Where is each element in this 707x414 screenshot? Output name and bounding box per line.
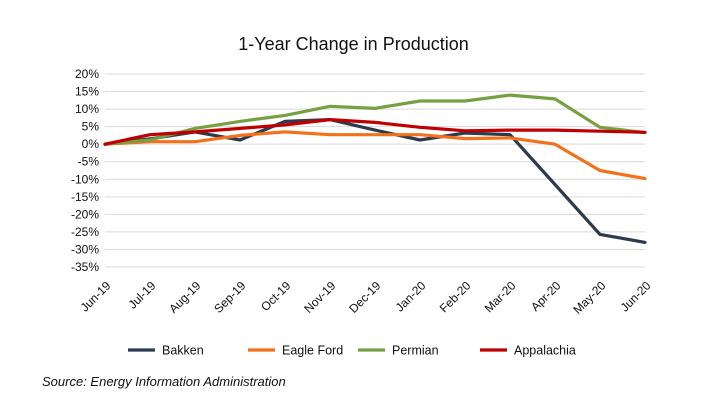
legend-label: Eagle Ford	[282, 344, 343, 358]
legend-label: Permian	[392, 344, 439, 358]
x-tick-label: Oct-19	[258, 278, 294, 314]
source-note: Source: Energy Information Administratio…	[42, 374, 286, 389]
x-tick-label: Aug-19	[166, 278, 203, 315]
y-tick-label: 10%	[75, 102, 99, 116]
y-tick-label: 20%	[75, 67, 99, 81]
x-tick-label: Jun-20	[618, 278, 654, 314]
x-tick-label: Nov-19	[301, 278, 338, 315]
x-tick-label: Sep-19	[211, 278, 248, 315]
series-line-bakken	[103, 117, 647, 244]
x-tick-label: Mar-20	[482, 278, 519, 315]
legend-label: Bakken	[162, 344, 204, 358]
x-tick-label: Jul-19	[125, 278, 158, 311]
y-tick-label: -5%	[78, 155, 100, 169]
y-tick-label: 0%	[82, 137, 100, 151]
y-tick-label: -20%	[71, 207, 99, 221]
x-tick-label: Dec-19	[346, 278, 383, 315]
y-tick-label: -15%	[71, 190, 99, 204]
x-tick-label: Apr-20	[528, 278, 564, 314]
series-line-eagle-ford	[103, 130, 647, 181]
series-line-permian	[103, 93, 647, 146]
x-tick-label: Feb-20	[437, 278, 474, 315]
x-tick-label: Jun-19	[78, 278, 114, 314]
y-tick-label: 15%	[75, 85, 99, 99]
legend-label: Appalachia	[514, 344, 576, 358]
chart-title: 1-Year Change in Production	[238, 34, 469, 54]
y-tick-label: -25%	[71, 225, 99, 239]
x-tick-label: Jan-20	[393, 278, 429, 314]
x-tick-label: May-20	[570, 278, 608, 316]
series-line-appalachia	[103, 117, 647, 146]
y-tick-label: -10%	[71, 172, 99, 186]
y-tick-label: -30%	[71, 242, 99, 256]
y-tick-label: -35%	[71, 260, 99, 274]
y-tick-label: 5%	[82, 120, 100, 134]
